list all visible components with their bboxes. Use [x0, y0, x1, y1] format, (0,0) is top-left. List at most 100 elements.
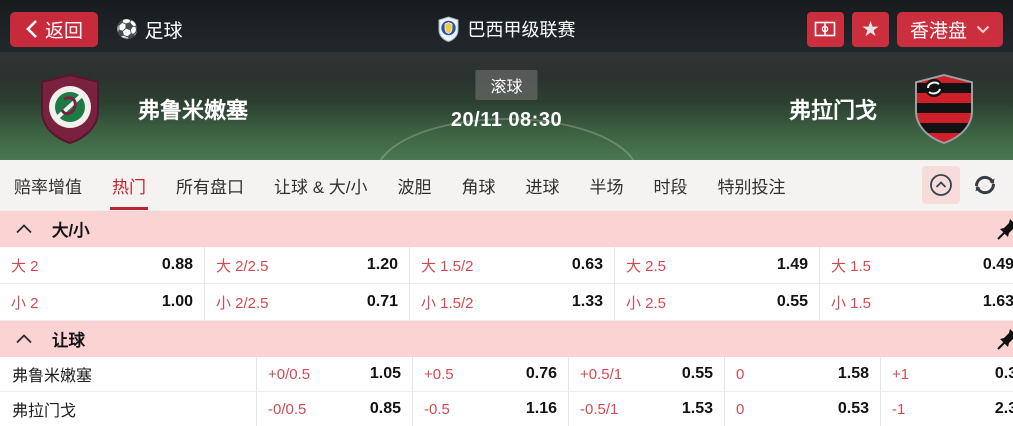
football-icon: ⚽: [116, 19, 139, 39]
market-type-selector[interactable]: 香港盘: [896, 11, 1003, 47]
odds-cell-over-1.5[interactable]: 大 1.5 0.49: [820, 247, 1013, 283]
tab-interval[interactable]: 时段: [653, 177, 688, 197]
refresh-button[interactable]: [971, 171, 999, 199]
pitch-icon: [815, 21, 836, 37]
odds-cell-home-0.5-1[interactable]: +0.5/1 0.55: [569, 357, 725, 391]
odds-cell-home-0[interactable]: 0 1.58: [725, 357, 881, 391]
match-hero: 返回 ⚽ 足球 巴西甲级联赛: [0, 0, 1013, 160]
odds-label: 0: [736, 365, 745, 383]
away-team-logo: [915, 74, 973, 144]
odds-label: 小 2: [11, 294, 39, 312]
tab-corners[interactable]: 角球: [461, 177, 496, 197]
home-team-name: 弗鲁米嫩塞: [138, 98, 249, 123]
odds-label: 小 1.5: [831, 294, 872, 312]
pin-over-under[interactable]: [997, 218, 1013, 245]
top-bar-actions: ★ 香港盘: [806, 11, 1003, 47]
tab-odds-boost[interactable]: 赔率增值: [14, 177, 82, 197]
odds-label: -0.5: [424, 400, 450, 418]
section-header-handicap: 让球: [0, 321, 1013, 357]
odds-cell-over-2.5[interactable]: 大 2.5 1.49: [615, 247, 820, 283]
section-header-over-under: 大/小: [0, 211, 1013, 247]
odds-cell-home-1[interactable]: +1 0.33: [881, 357, 1013, 391]
pitch-stats-button[interactable]: [806, 11, 844, 47]
match-status-block: 滚球 20/11 08:30: [451, 70, 562, 132]
section-title: 大/小: [52, 222, 90, 240]
odds-value: 1.16: [525, 400, 557, 417]
odds-label: +1: [892, 365, 910, 383]
odds-cell-under-2-2.5[interactable]: 小 2/2.5 0.71: [205, 284, 410, 320]
market-type-label: 香港盘: [909, 20, 967, 42]
top-bar: 返回 ⚽ 足球 巴西甲级联赛: [0, 0, 1013, 58]
sport-indicator: ⚽ 足球: [116, 16, 182, 43]
odds-label: 小 2/2.5: [216, 294, 269, 312]
tab-all-markets[interactable]: 所有盘口: [176, 177, 244, 197]
odds-label: +0.5: [424, 365, 454, 383]
odds-label: +0/0.5: [268, 365, 311, 383]
odds-cell-away-1[interactable]: -1 2.32: [881, 392, 1013, 426]
odds-label: -1: [892, 400, 906, 418]
back-button[interactable]: 返回: [10, 11, 99, 47]
handicap-team-home: 弗鲁米嫩塞: [0, 357, 257, 391]
odds-label: 小 1.5/2: [421, 294, 474, 312]
sport-label: 足球: [144, 20, 183, 42]
odds-label: -0/0.5: [268, 400, 307, 418]
odds-cell-away-0[interactable]: 0 0.53: [725, 392, 881, 426]
odds-value: 0.33: [994, 365, 1013, 382]
away-team: 弗拉门戈: [789, 73, 975, 145]
tab-hot[interactable]: 热门: [110, 160, 148, 210]
chevron-left-icon: [26, 20, 37, 38]
favorite-button[interactable]: ★: [851, 11, 889, 47]
under-row: 小 2 1.00 小 2/2.5 0.71 小 1.5/2 1.33 小 2.5…: [0, 284, 1013, 321]
odds-value: 1.20: [366, 256, 398, 273]
odds-value: 0.71: [366, 293, 398, 310]
collapse-all-button[interactable]: [922, 166, 960, 204]
odds-cell-over-1.5-2[interactable]: 大 1.5/2 0.63: [410, 247, 615, 283]
odds-value: 0.55: [776, 293, 808, 310]
odds-value: 0.49: [982, 256, 1013, 273]
odds-cell-away-0.5-1[interactable]: -0.5/1 1.53: [569, 392, 725, 426]
odds-label: 小 2.5: [626, 294, 667, 312]
odds-cell-home-0.5[interactable]: +0.5 0.76: [413, 357, 569, 391]
home-team-logo: [41, 73, 99, 145]
odds-cell-under-1.5-2[interactable]: 小 1.5/2 1.33: [410, 284, 615, 320]
pushpin-icon: [997, 219, 1013, 240]
odds-value: 0.55: [681, 365, 713, 382]
home-team: 弗鲁米嫩塞: [38, 73, 248, 145]
odds-label: 0: [736, 400, 745, 418]
league-badge-icon: [438, 16, 458, 42]
tab-goals[interactable]: 进球: [525, 177, 560, 197]
circle-chevron-up-icon: [930, 174, 952, 196]
pin-handicap[interactable]: [997, 328, 1013, 355]
odds-cell-under-1.5[interactable]: 小 1.5 1.63: [820, 284, 1013, 320]
odds-value: 0.88: [161, 256, 193, 273]
match-info: 弗鲁米嫩塞 滚球 20/11 08:30 弗拉门戈: [0, 58, 1013, 160]
chevron-up-icon[interactable]: [15, 224, 33, 234]
tab-half[interactable]: 半场: [589, 177, 624, 197]
odds-cell-under-2.5[interactable]: 小 2.5 0.55: [615, 284, 820, 320]
refresh-icon: [974, 175, 996, 195]
chevron-up-icon[interactable]: [15, 334, 33, 344]
odds-value: 1.00: [161, 293, 193, 310]
tab-actions: [922, 166, 999, 204]
odds-cell-over-2[interactable]: 大 2 0.88: [0, 247, 205, 283]
away-team-name: 弗拉门戈: [788, 98, 877, 123]
odds-cell-over-2-2.5[interactable]: 大 2/2.5 1.20: [205, 247, 410, 283]
handicap-team-away: 弗拉门戈: [0, 392, 257, 426]
odds-cell-away-0.5[interactable]: -0.5 1.16: [413, 392, 569, 426]
league-label: 巴西甲级联赛: [467, 20, 576, 40]
pushpin-icon: [997, 329, 1013, 350]
league-title: 巴西甲级联赛: [438, 16, 576, 42]
odds-value: 0.85: [369, 400, 401, 417]
odds-label: -0.5/1: [580, 400, 619, 418]
odds-cell-under-2[interactable]: 小 2 1.00: [0, 284, 205, 320]
odds-value: 1.49: [776, 256, 808, 273]
tab-correct-score[interactable]: 波胆: [397, 177, 432, 197]
odds-cell-home-0-0.5[interactable]: +0/0.5 1.05: [257, 357, 413, 391]
odds-value: 0.53: [837, 400, 869, 417]
odds-cell-away-0-0.5[interactable]: -0/0.5 0.85: [257, 392, 413, 426]
tab-specials[interactable]: 特别投注: [717, 177, 786, 197]
handicap-row-away: 弗拉门戈 -0/0.5 0.85 -0.5 1.16 -0.5/1 1.53 0…: [0, 392, 1013, 426]
tab-handicap-ou[interactable]: 让球 & 大/小: [274, 177, 368, 197]
markets-tab-bar: 赔率增值 热门 所有盘口 让球 & 大/小 波胆 角球 进球 半场 时段 特别投…: [0, 160, 1013, 211]
